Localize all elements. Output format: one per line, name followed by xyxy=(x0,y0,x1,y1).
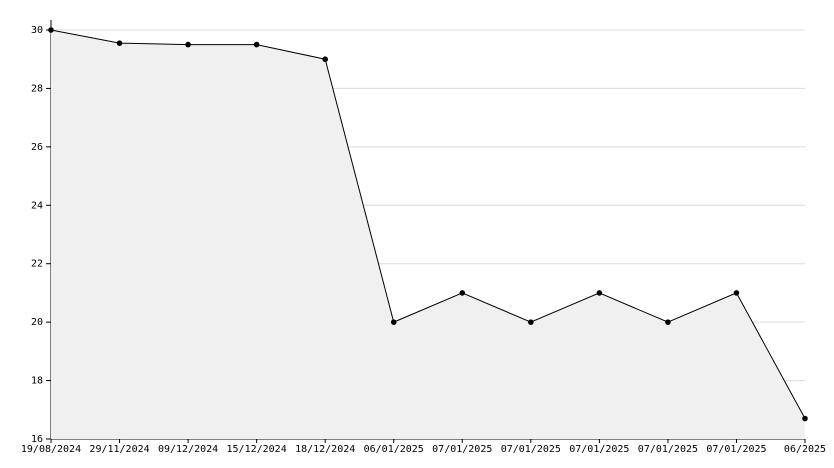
line xyxy=(50,29,806,419)
y-tick-label: 18 xyxy=(31,376,43,387)
x-tick-label: 06/01/2025 xyxy=(364,444,424,455)
marker xyxy=(116,40,123,46)
marker xyxy=(528,319,534,325)
x-tick-label: 07/01/2025 xyxy=(638,444,698,455)
x-tick-label: 07/01/2025 xyxy=(432,444,492,455)
marker xyxy=(48,27,54,33)
marker xyxy=(733,290,740,296)
marker xyxy=(185,41,191,48)
x-tick-label: 07/01/2025 xyxy=(569,444,629,455)
y-tick-label: 24 xyxy=(31,200,43,211)
x-tick-label: 06/2025 xyxy=(784,444,826,455)
marker xyxy=(253,41,260,48)
x-tick-label: 29/11/2024 xyxy=(89,444,149,455)
y-tick-label: 28 xyxy=(31,83,43,94)
x-tick-label: 09/12/2024 xyxy=(158,444,218,455)
y-tick-label: 30 xyxy=(31,25,43,36)
x-tick-label: 07/01/2025 xyxy=(501,444,561,455)
y-tick-label: 26 xyxy=(31,142,43,153)
marker xyxy=(459,290,466,296)
marker xyxy=(665,319,671,325)
x-tick-label: 15/12/2024 xyxy=(227,444,287,455)
area-fill xyxy=(51,30,805,439)
y-tick-label: 16 xyxy=(31,434,43,445)
marker xyxy=(390,319,397,325)
x-tick-label: 18/12/2024 xyxy=(295,444,355,455)
y-tick-label: 20 xyxy=(31,317,43,328)
x-tick-label: 19/08/2024 xyxy=(21,444,81,455)
marker xyxy=(802,415,808,422)
y-tick-label: 22 xyxy=(31,259,43,270)
marker xyxy=(596,290,603,296)
x-tick-label: 07/01/2025 xyxy=(706,444,766,455)
marker xyxy=(322,56,328,63)
